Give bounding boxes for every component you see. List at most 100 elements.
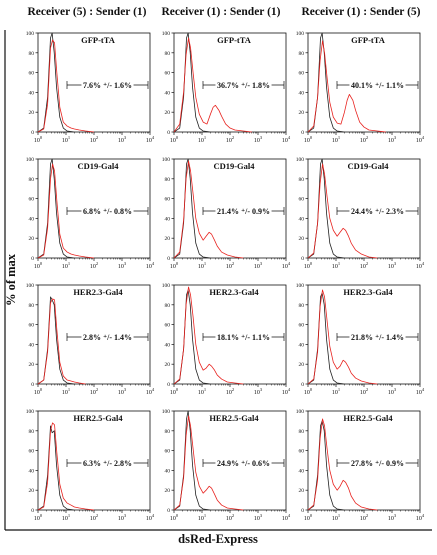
panel-5: CD19-Gal4 0 20 40 60 80 100 100 101 102 103 104 21.4…	[162, 157, 291, 270]
gate-percentage-label: 6.8% ⁺/- 0.8%	[83, 207, 132, 216]
y-tick-label: 40	[299, 216, 305, 222]
gate-label-background	[81, 332, 134, 343]
x-tick-label: 104	[146, 135, 155, 144]
y-axis-label: % of max	[4, 253, 18, 306]
receiver-only-histogram	[37, 425, 75, 511]
y-tick-label: 0	[31, 382, 34, 388]
y-tick-label: 20	[29, 362, 35, 368]
x-tick-label: 100	[34, 513, 43, 522]
x-tick-label: 103	[254, 135, 263, 144]
y-tick-label: 20	[165, 236, 171, 242]
x-tick-label: 102	[226, 513, 234, 522]
x-tick-label: 100	[34, 387, 43, 396]
x-tick-label: 104	[282, 261, 291, 270]
gate-percentage-label: 36.7% ⁺/- 1.8%	[217, 81, 270, 90]
gate-label-background	[349, 458, 406, 469]
y-tick-label: 0	[301, 382, 304, 388]
column-headers: Receiver (5) : Sender (1) Receiver (1) :…	[27, 6, 420, 18]
x-tick-label: 103	[118, 261, 127, 270]
co-culture-histogram	[307, 40, 386, 133]
x-tick-label: 103	[388, 135, 397, 144]
gate-percentage-label: 24.9% ⁺/- 0.6%	[217, 459, 270, 468]
y-tick-label: 100	[296, 409, 305, 415]
panel-title: HER2.3-Gal4	[343, 287, 393, 297]
x-tick-label: 104	[416, 261, 425, 270]
x-tick-label: 100	[170, 261, 179, 270]
receiver-only-histogram	[173, 158, 211, 259]
gate-percentage-label: 40.1% ⁺/- 1.1%	[351, 81, 404, 90]
y-tick-label: 60	[29, 71, 35, 77]
receiver-only-histogram	[173, 32, 211, 133]
y-tick-label: 60	[29, 197, 35, 203]
panel-3: GFP-tTA 0 20 40 60 80 100 100 101 102 103 104 40.1% …	[296, 31, 425, 144]
y-tick-label: 40	[299, 90, 305, 96]
panel-title: CD19-Gal4	[347, 161, 389, 171]
gate-percentage-label: 6.3% ⁺/- 2.8%	[83, 459, 132, 468]
y-tick-label: 80	[165, 51, 171, 57]
gate-label-background	[349, 332, 406, 343]
x-tick-label: 102	[90, 261, 98, 270]
x-tick-label: 104	[146, 513, 155, 522]
gate-label-background	[215, 206, 272, 217]
panel-1: GFP-tTA 0 20 40 60 80 100 100 101 102 103 104 7.6% ⁺…	[26, 31, 155, 144]
receiver-only-histogram	[37, 296, 75, 385]
co-culture-histogram	[173, 415, 244, 511]
panel-7: HER2.3-Gal4 0 20 40 60 80 100 100 101 102 103 104 2.…	[26, 283, 155, 396]
panel-11: HER2.5-Gal4 0 20 40 60 80 100 100 101 102 103 104 24…	[162, 409, 291, 522]
y-tick-label: 80	[29, 429, 35, 435]
panel-2: GFP-tTA 0 20 40 60 80 100 100 101 102 103 104 36.7% …	[162, 31, 291, 144]
y-tick-label: 0	[31, 508, 34, 514]
x-tick-label: 101	[62, 135, 70, 144]
x-axis-label: dsRed-Express	[178, 532, 258, 546]
x-tick-label: 104	[146, 387, 155, 396]
x-tick-label: 102	[360, 261, 368, 270]
gate-percentage-label: 18.1% ⁺/- 1.1%	[217, 333, 270, 342]
y-tick-label: 40	[29, 216, 35, 222]
x-tick-label: 104	[416, 387, 425, 396]
y-tick-label: 80	[29, 177, 35, 183]
y-tick-label: 80	[165, 429, 171, 435]
panel-title: CD19-Gal4	[213, 161, 255, 171]
gate-percentage-label: 21.8% ⁺/- 1.4%	[351, 333, 404, 342]
y-tick-label: 0	[167, 508, 170, 514]
x-tick-label: 102	[226, 135, 234, 144]
x-tick-label: 102	[226, 261, 234, 270]
co-culture-histogram	[307, 289, 378, 385]
y-tick-label: 80	[299, 177, 305, 183]
x-tick-label: 103	[254, 513, 263, 522]
gate-label-background	[215, 80, 272, 91]
x-tick-label: 103	[254, 261, 263, 270]
y-tick-label: 20	[165, 110, 171, 116]
y-tick-label: 100	[296, 283, 305, 289]
x-tick-label: 102	[360, 513, 368, 522]
y-tick-label: 100	[296, 31, 305, 37]
x-tick-label: 103	[118, 135, 127, 144]
x-tick-label: 101	[332, 261, 340, 270]
co-culture-histogram	[37, 422, 95, 511]
co-culture-histogram	[173, 160, 244, 259]
x-tick-label: 103	[388, 513, 397, 522]
x-tick-label: 101	[198, 135, 206, 144]
y-tick-label: 20	[165, 488, 171, 494]
x-tick-label: 103	[118, 387, 127, 396]
y-tick-label: 40	[29, 90, 35, 96]
co-culture-histogram	[307, 163, 378, 259]
receiver-only-histogram	[173, 410, 211, 511]
x-tick-label: 102	[90, 513, 98, 522]
y-tick-label: 100	[26, 31, 35, 37]
y-tick-label: 80	[299, 303, 305, 309]
panel-title: GFP-tTA	[351, 35, 386, 45]
x-tick-label: 104	[416, 135, 425, 144]
panel-title: HER2.3-Gal4	[209, 287, 259, 297]
column-header-2: Receiver (1) : Sender (1)	[161, 6, 280, 18]
y-tick-label: 20	[29, 488, 35, 494]
y-tick-label: 60	[165, 323, 171, 329]
y-tick-label: 100	[162, 283, 171, 289]
x-tick-label: 102	[360, 135, 368, 144]
receiver-only-histogram	[307, 420, 345, 511]
y-tick-label: 0	[31, 256, 34, 262]
y-tick-label: 40	[165, 90, 171, 96]
panel-title: HER2.5-Gal4	[343, 413, 393, 423]
